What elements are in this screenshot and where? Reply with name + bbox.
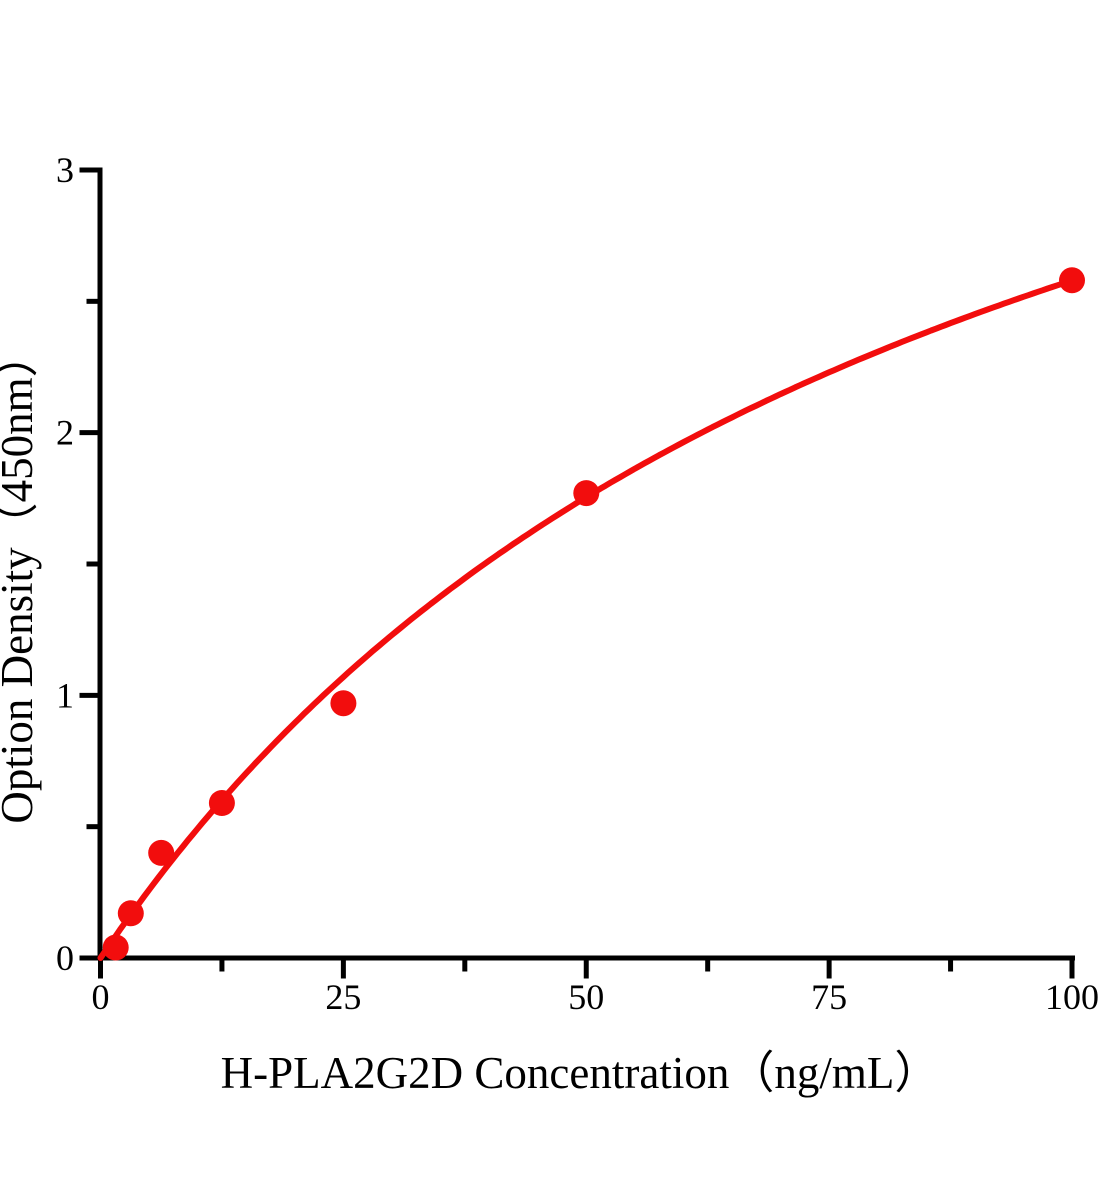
x-tick-label: 0 <box>92 977 110 1017</box>
data-point <box>102 934 129 961</box>
x-tick-label: 75 <box>811 977 847 1017</box>
x-tick-label: 25 <box>325 977 361 1017</box>
x-tick-label: 100 <box>1045 977 1099 1017</box>
plot-axes <box>79 167 1075 979</box>
x-tick-label: 50 <box>568 977 604 1017</box>
y-tick-label: 3 <box>56 150 74 190</box>
x-axis-title: H-PLA2G2D Concentration（ng/mL） <box>221 1048 940 1098</box>
y-tick-label: 1 <box>56 675 74 715</box>
data-point <box>208 790 235 816</box>
y-axis-title: Option Density（450nm） <box>0 332 42 823</box>
data-point <box>573 480 600 507</box>
tick-labels: 0 1 2 3 0 25 50 75 100 <box>56 150 1099 1017</box>
data-point <box>117 900 144 927</box>
axis-labels: H-PLA2G2D Concentration（ng/mL） Option Den… <box>0 332 939 1098</box>
data-point <box>148 839 175 866</box>
data-point <box>330 690 357 717</box>
fit-curve-path <box>97 277 1075 961</box>
y-tick-label: 2 <box>56 413 74 453</box>
fit-curve <box>97 277 1075 961</box>
y-tick-label: 0 <box>56 938 74 978</box>
data-point <box>1059 267 1085 294</box>
data-points <box>102 267 1085 961</box>
